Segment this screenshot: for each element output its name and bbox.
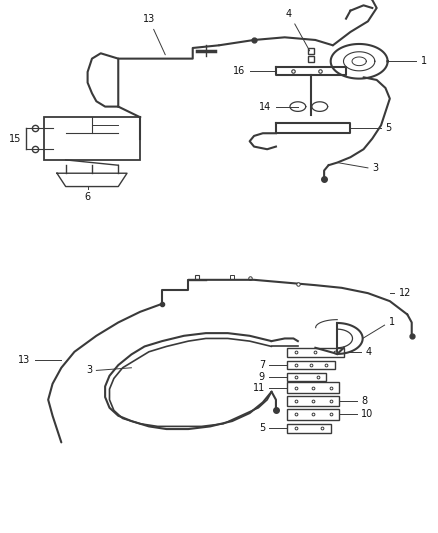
Bar [287, 361, 335, 369]
Text: 3: 3 [372, 163, 378, 173]
Text: 10: 10 [361, 409, 374, 419]
Text: 5: 5 [259, 423, 265, 433]
Bar [287, 424, 331, 433]
Text: 5: 5 [385, 123, 392, 133]
Text: 1: 1 [420, 56, 427, 66]
Text: 9: 9 [259, 372, 265, 382]
Text: 16: 16 [233, 66, 245, 76]
Bar [287, 395, 339, 406]
Text: 12: 12 [399, 288, 411, 298]
Text: 14: 14 [259, 102, 272, 111]
Text: 1: 1 [389, 318, 395, 327]
Bar [287, 383, 339, 393]
Bar [287, 348, 344, 357]
Text: 3: 3 [86, 366, 92, 375]
Bar [287, 409, 339, 420]
Text: 6: 6 [85, 192, 91, 202]
Text: 7: 7 [259, 360, 265, 370]
Bar [287, 373, 326, 381]
Text: 11: 11 [253, 383, 265, 393]
Text: 15: 15 [9, 134, 21, 143]
Text: 4: 4 [286, 9, 310, 51]
Text: 4: 4 [366, 348, 372, 357]
Bar [44, 117, 140, 160]
Text: 8: 8 [361, 396, 367, 406]
Text: 13: 13 [18, 355, 31, 365]
Text: 13: 13 [143, 14, 165, 55]
